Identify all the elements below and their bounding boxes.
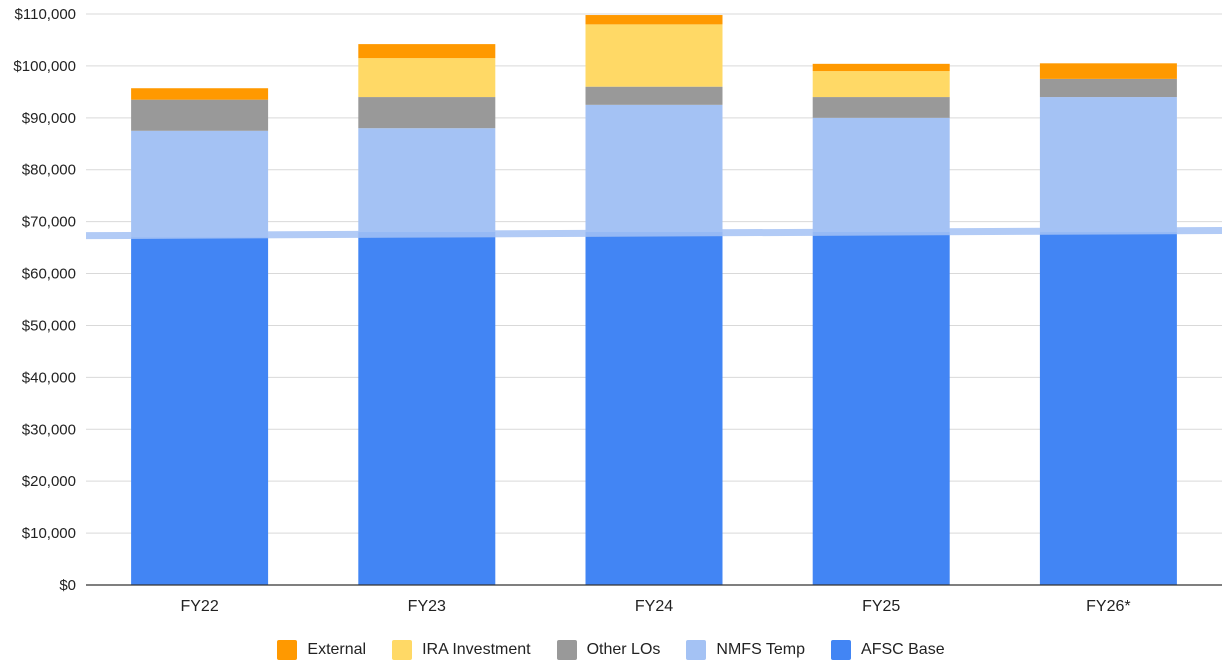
y-tick-label: $110,000 — [15, 6, 76, 23]
legend-label: IRA Investment — [422, 641, 531, 658]
y-tick-label: $0 — [59, 577, 76, 594]
bar-segment-afsc-base — [1039, 232, 1177, 585]
bar-segment-nmfs-temp — [1039, 97, 1177, 233]
bar-segment-afsc-base — [358, 232, 496, 585]
legend-label: External — [307, 641, 367, 658]
y-tick-label: $40,000 — [22, 369, 76, 386]
x-tick-label: FY22 — [180, 598, 218, 615]
bar-segment-nmfs-temp — [585, 104, 723, 233]
legend-swatch — [556, 640, 577, 660]
y-tick-label: $100,000 — [13, 58, 76, 75]
bar-segment-ira-investment — [812, 71, 950, 98]
bar-segment-afsc-base — [585, 232, 723, 585]
bar-segment-ira-investment — [585, 24, 723, 87]
bar-segment-afsc-base — [812, 232, 950, 585]
legend-swatch — [392, 640, 413, 660]
y-tick-label: $90,000 — [22, 110, 76, 127]
bar-segment-external — [358, 44, 496, 59]
y-tick-label: $70,000 — [22, 214, 76, 231]
y-tick-label: $30,000 — [22, 421, 76, 438]
bar-segment-other-los — [131, 99, 269, 131]
chart-legend: External IRA Investment Other LOs NMFS Temp… — [0, 640, 1222, 660]
reference-line — [85, 226, 1222, 240]
x-tick-label: FY25 — [862, 598, 900, 615]
bar-segment-external — [812, 63, 950, 72]
legend-item: External — [277, 640, 366, 660]
legend-label: NMFS Temp — [716, 641, 806, 658]
legend-label: AFSC Base — [861, 641, 945, 658]
bar-segment-nmfs-temp — [812, 117, 950, 233]
x-tick-label: FY23 — [408, 598, 446, 615]
legend-item: NMFS Temp — [686, 640, 805, 660]
legend-item: Other LOs — [556, 640, 661, 660]
legend-swatch — [686, 640, 707, 660]
stacked-bar-chart: $0 $10,000 $20,000 $30,000 $40,000 $50,000 $60… — [13, 6, 1222, 615]
y-tick-label: $20,000 — [22, 473, 76, 490]
bar-segment-nmfs-temp — [131, 130, 269, 238]
x-tick-label: FY24 — [635, 598, 673, 615]
x-tick-label: FY26* — [1086, 598, 1130, 615]
legend-item: IRA Investment — [392, 640, 531, 660]
y-tick-label: $60,000 — [22, 266, 76, 283]
y-tick-label: $10,000 — [22, 525, 76, 542]
bar-segment-other-los — [812, 97, 950, 118]
legend-swatch — [831, 640, 852, 660]
legend-item: AFSC Base — [831, 640, 945, 660]
bar-segment-external — [131, 88, 269, 100]
y-tick-label: $50,000 — [22, 317, 76, 334]
bar-segment-other-los — [358, 97, 496, 129]
bar-segment-afsc-base — [131, 237, 269, 585]
bar-segment-nmfs-temp — [358, 128, 496, 233]
bar-segment-ira-investment — [358, 58, 496, 98]
bar-segment-external — [1039, 63, 1177, 79]
bar-segment-other-los — [585, 86, 723, 105]
bar-segment-other-los — [1039, 78, 1177, 98]
legend-swatch — [277, 640, 298, 660]
bar-segment-external — [585, 15, 723, 25]
y-tick-label: $80,000 — [22, 162, 76, 179]
legend-label: Other LOs — [586, 641, 661, 658]
